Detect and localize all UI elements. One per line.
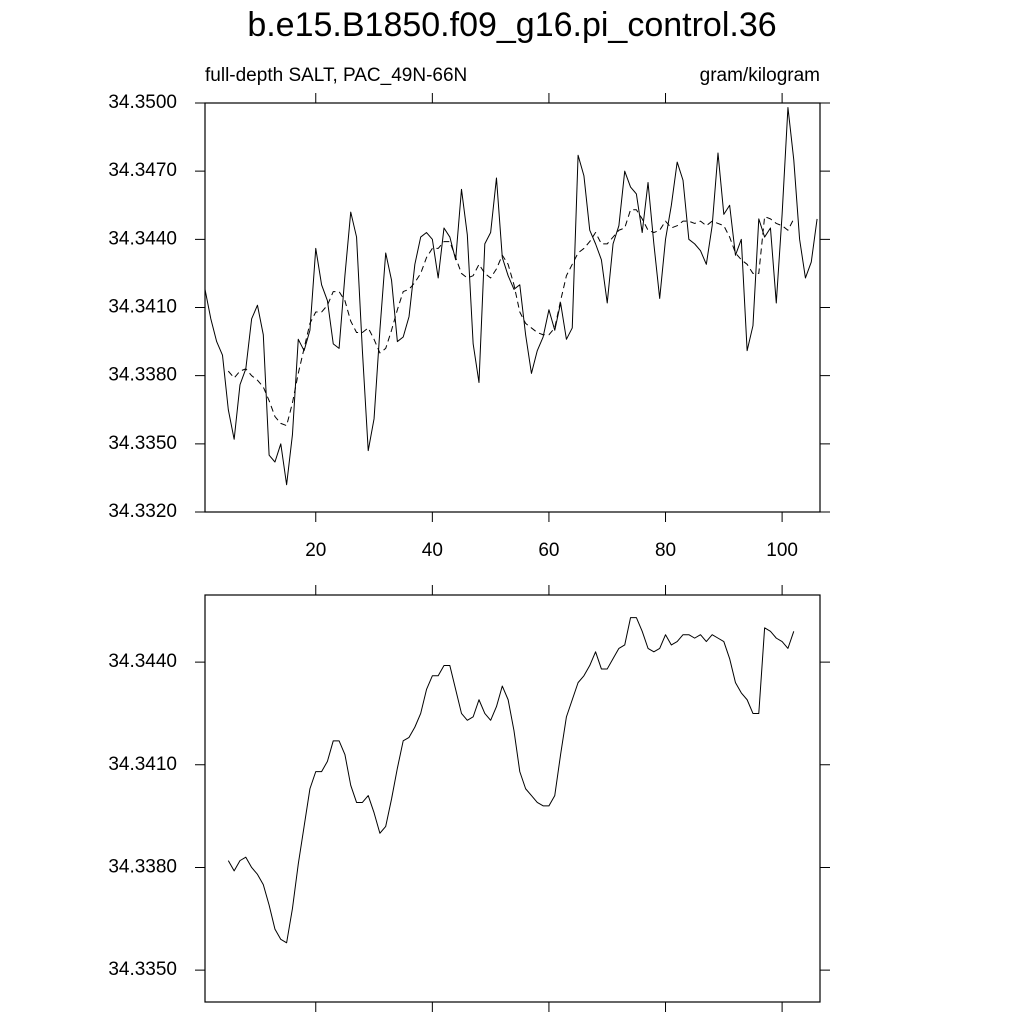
y-tick-label: 34.3380: [108, 856, 177, 877]
page-title: b.e15.B1850.f09_g16.pi_control.36: [247, 6, 776, 44]
y-tick-label: 34.3320: [108, 501, 177, 522]
x-tick-label: 100: [766, 540, 798, 561]
y-tick-label: 34.3440: [108, 228, 177, 249]
line: [204, 107, 818, 486]
plot-frame: [204, 594, 821, 1003]
y-tick-label: 34.3440: [108, 651, 177, 672]
x-tick-label: 40: [422, 540, 443, 561]
subtitle: full-depth SALT, PAC_49N-66N: [205, 65, 467, 86]
y-tick-label: 34.3410: [108, 754, 177, 775]
units: gram/kilogram: [700, 65, 820, 86]
x-tick-label: 20: [305, 540, 326, 561]
y-tick-label: 34.3380: [108, 365, 177, 386]
y-tick-label: 34.3350: [108, 959, 177, 980]
x-tick-label: 80: [655, 540, 676, 561]
plot-frame: [204, 102, 821, 513]
y-tick-label: 34.3350: [108, 433, 177, 454]
y-tick-label: 34.3500: [108, 92, 177, 113]
y-tick-label: 34.3470: [108, 160, 177, 181]
y-tick-label: 34.3410: [108, 297, 177, 318]
dashed-line: [227, 209, 795, 427]
x-tick-label: 60: [538, 540, 559, 561]
line: [227, 617, 795, 944]
